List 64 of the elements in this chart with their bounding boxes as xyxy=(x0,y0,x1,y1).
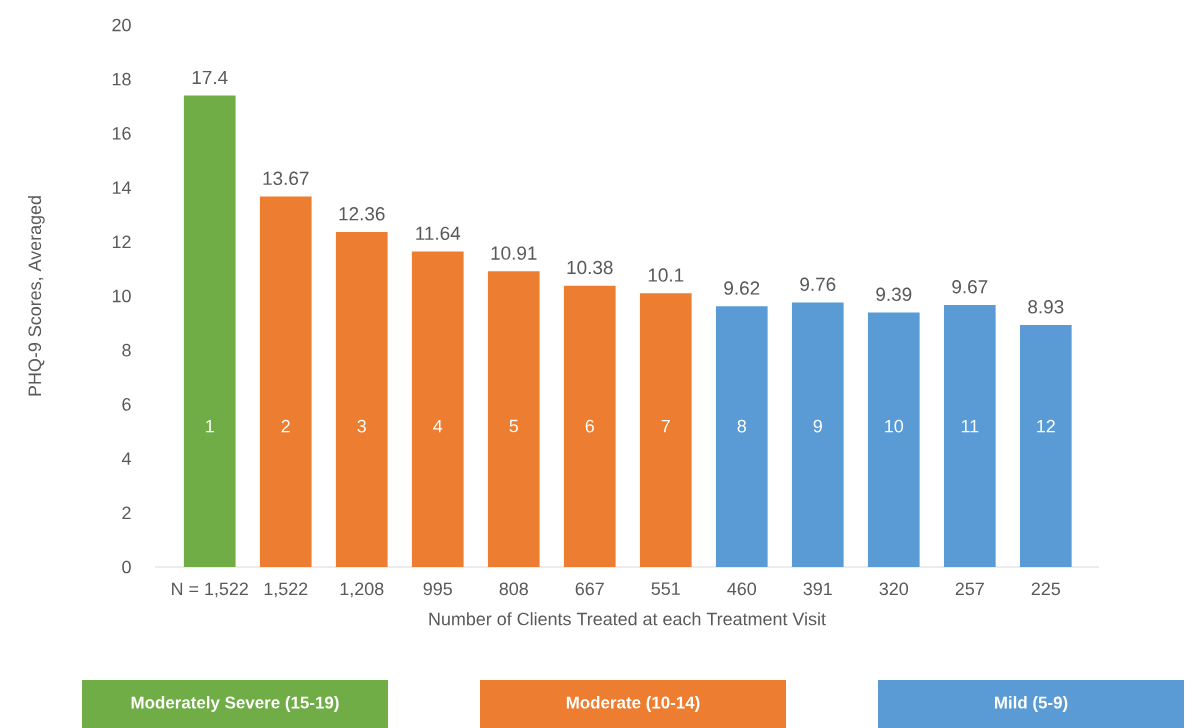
x-axis-title: Number of Clients Treated at each Treatment Visit xyxy=(429,612,826,626)
data-label: 10.91 xyxy=(491,246,537,260)
bar xyxy=(867,312,920,567)
data-label: 11.64 xyxy=(416,226,461,241)
x-tick-label: 225 xyxy=(1031,582,1061,596)
text: Moderately Severe (15-19) xyxy=(131,696,339,712)
annotation: 3 xyxy=(357,419,366,433)
x-tick-label: 1,208 xyxy=(340,582,384,598)
x-tick-label: 460 xyxy=(727,582,757,596)
bar xyxy=(335,232,388,567)
annotation: 4 xyxy=(433,419,443,433)
annotation: 8 xyxy=(737,419,746,433)
annotation: 10 xyxy=(885,419,904,433)
annotation: 7 xyxy=(661,419,670,433)
x-tick-label: 391 xyxy=(803,582,832,596)
data-label: 9.67 xyxy=(952,280,988,294)
text: Mild (5-9) xyxy=(994,696,1068,712)
data-label: 13.67 xyxy=(263,171,309,186)
y-tick-label: 4 xyxy=(121,452,131,465)
x-tick-label: 320 xyxy=(879,582,909,596)
bar xyxy=(791,302,844,567)
x-tick-label: 995 xyxy=(423,582,452,596)
y-tick-label: 18 xyxy=(112,72,131,86)
y-tick-label: 12 xyxy=(112,235,131,249)
data-label: 12.36 xyxy=(339,207,385,221)
x-tick-label: 808 xyxy=(499,582,528,596)
data-label: 9.76 xyxy=(800,277,836,291)
text: Moderate (10-14) xyxy=(566,696,700,712)
x-tick-label: 1,522 xyxy=(264,582,308,598)
bar xyxy=(183,95,236,567)
annotation: 6 xyxy=(585,419,594,433)
y-tick-label: 14 xyxy=(112,181,131,194)
y-tick-label: 8 xyxy=(122,343,131,357)
bar xyxy=(639,293,692,567)
bar xyxy=(715,306,768,567)
data-label: 9.62 xyxy=(724,281,760,295)
data-label: 10.38 xyxy=(567,260,613,275)
data-label: 10.1 xyxy=(648,268,684,282)
data-label: 17.4 xyxy=(192,70,228,84)
y-tick-label: 0 xyxy=(122,560,131,574)
y-tick-label: 6 xyxy=(122,398,131,411)
annotation: 9 xyxy=(813,419,822,433)
annotation: 5 xyxy=(509,419,518,433)
bar xyxy=(259,196,312,567)
x-tick-label: 257 xyxy=(955,582,984,596)
annotation: 12 xyxy=(1037,419,1055,433)
annotation: 2 xyxy=(281,419,290,433)
y-tick-label: 16 xyxy=(112,127,131,140)
x-tick-label: 551 xyxy=(651,582,680,596)
x-tick-label: 667 xyxy=(575,582,604,596)
data-label: 9.39 xyxy=(876,287,912,302)
annotation: 1 xyxy=(206,419,214,433)
y-tick-label: 10 xyxy=(112,289,131,303)
y-tick-label: 20 xyxy=(112,18,131,32)
x-tick-label: N = 1,522 xyxy=(172,582,248,598)
annotation: 11 xyxy=(961,419,979,433)
bar xyxy=(563,285,616,567)
bar xyxy=(487,271,540,567)
bar xyxy=(1019,324,1072,567)
bar xyxy=(943,304,996,567)
data-label: 8.93 xyxy=(1028,300,1064,314)
y-axis-title: PHQ-9 Scores, Averaged xyxy=(27,196,45,396)
bar xyxy=(411,251,464,567)
y-tick-label: 2 xyxy=(122,506,131,520)
